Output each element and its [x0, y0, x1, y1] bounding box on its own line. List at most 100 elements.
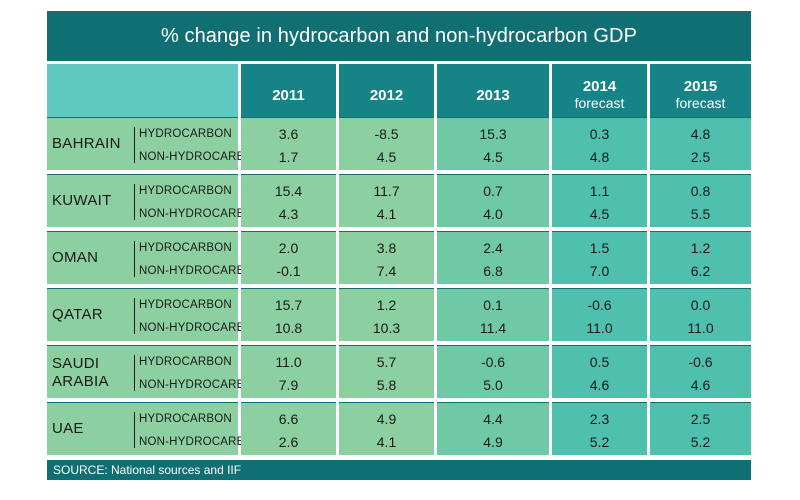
hydrocarbon-value: -0.6 — [437, 354, 549, 370]
value-cell-2015: 2.5 5.2 — [650, 402, 751, 455]
non-hydrocarbon-value: 4.6 — [552, 377, 647, 393]
country-name: UAE — [52, 420, 84, 438]
non-hydrocarbon-value: 4.6 — [650, 377, 751, 393]
non-hydrocarbon-value: -0.1 — [241, 263, 336, 279]
hydrocarbon-value: 1.2 — [650, 240, 751, 256]
non-hydrocarbon-value: 5.2 — [650, 434, 751, 450]
value-cell-2012: 5.7 5.8 — [339, 345, 434, 398]
hydrocarbon-value: 1.1 — [552, 183, 647, 199]
non-hydrocarbon-value: 4.5 — [552, 206, 647, 222]
country-label-cell: OMAN HYDROCARBON NON-HYDROCARBON — [47, 231, 238, 284]
country-name-line: SAUDI — [52, 355, 109, 373]
value-cell-2014: 2.3 5.2 — [552, 402, 647, 455]
country-name-line: BAHRAIN — [52, 135, 121, 153]
non-hydrocarbon-value: 4.3 — [241, 206, 336, 222]
source-note: SOURCE: National sources and IIF — [47, 460, 751, 480]
hydrocarbon-value: 2.3 — [552, 411, 647, 427]
non-hydrocarbon-value: 1.7 — [241, 149, 336, 165]
column-year: 2014 — [583, 78, 616, 95]
non-hydrocarbon-value: 5.5 — [650, 206, 751, 222]
non-hydrocarbon-value: 11.0 — [552, 320, 647, 336]
value-cell-2013: 2.4 6.8 — [437, 231, 549, 284]
hydrocarbon-value: 0.8 — [650, 183, 751, 199]
value-cell-2012: 11.7 4.1 — [339, 174, 434, 227]
column-year: 2013 — [476, 87, 509, 104]
non-hydrocarbon-value: 4.8 — [552, 149, 647, 165]
non-hydrocarbon-value: 5.2 — [552, 434, 647, 450]
column-note: forecast — [676, 95, 726, 112]
value-cell-2013: 15.3 4.5 — [437, 117, 549, 170]
chart-title: % change in hydrocarbon and non-hydrocar… — [47, 11, 751, 61]
hydrocarbon-value: 15.3 — [437, 126, 549, 142]
row-label: HYDROCARBON — [139, 355, 232, 369]
country-name: QATAR — [52, 306, 103, 324]
country-label-cell: SAUDI ARABIA HYDROCARBON NON-HYDROCARBON — [47, 345, 238, 398]
hydrocarbon-value: -0.6 — [552, 297, 647, 313]
hydrocarbon-value: 0.5 — [552, 354, 647, 370]
non-hydrocarbon-value: 4.0 — [437, 206, 549, 222]
value-cell-2012: 3.8 7.4 — [339, 231, 434, 284]
hydrocarbon-value: 3.6 — [241, 126, 336, 142]
non-hydrocarbon-value: 6.2 — [650, 263, 751, 279]
country-group: UAE HYDROCARBON NON-HYDROCARBON 6.6 2.6 4.9 4.… — [47, 402, 751, 455]
non-hydrocarbon-value: 2.5 — [650, 149, 751, 165]
row-label: HYDROCARBON — [139, 127, 232, 141]
country-name: OMAN — [52, 249, 98, 267]
value-cell-2011: 3.6 1.7 — [241, 117, 336, 170]
non-hydrocarbon-value: 2.6 — [241, 434, 336, 450]
bracket-line — [134, 412, 135, 448]
column-year: 2012 — [370, 87, 403, 104]
country-name: SAUDI ARABIA — [52, 355, 109, 391]
hydrocarbon-value: 1.2 — [339, 297, 434, 313]
hydrocarbon-value: 0.0 — [650, 297, 751, 313]
value-cell-2014: 1.5 7.0 — [552, 231, 647, 284]
non-hydrocarbon-value: 4.9 — [437, 434, 549, 450]
country-name: KUWAIT — [52, 192, 112, 210]
non-hydrocarbon-value: 7.0 — [552, 263, 647, 279]
bracket-line — [134, 127, 135, 163]
country-label-cell: QATAR HYDROCARBON NON-HYDROCARBON — [47, 288, 238, 341]
hydrocarbon-value: 0.7 — [437, 183, 549, 199]
hydrocarbon-value: 4.9 — [339, 411, 434, 427]
non-hydrocarbon-value: 4.1 — [339, 434, 434, 450]
value-cell-2015: 0.8 5.5 — [650, 174, 751, 227]
value-cell-2011: 2.0 -0.1 — [241, 231, 336, 284]
value-cell-2013: 0.1 11.4 — [437, 288, 549, 341]
hydrocarbon-value: 6.6 — [241, 411, 336, 427]
hydrocarbon-value: 3.8 — [339, 240, 434, 256]
country-name-line: QATAR — [52, 306, 103, 324]
value-cell-2014: -0.6 11.0 — [552, 288, 647, 341]
column-note: forecast — [575, 95, 625, 112]
row-label: HYDROCARBON — [139, 241, 232, 255]
value-cell-2011: 11.0 7.9 — [241, 345, 336, 398]
hydrocarbon-value: 11.0 — [241, 354, 336, 370]
value-cell-2014: 0.5 4.6 — [552, 345, 647, 398]
value-cell-2011: 15.4 4.3 — [241, 174, 336, 227]
non-hydrocarbon-value: 11.4 — [437, 320, 549, 336]
value-cell-2012: 4.9 4.1 — [339, 402, 434, 455]
value-cell-2013: 0.7 4.0 — [437, 174, 549, 227]
hydrocarbon-value: 11.7 — [339, 183, 434, 199]
hydrocarbon-value: 0.3 — [552, 126, 647, 142]
hydrocarbon-value: 0.1 — [437, 297, 549, 313]
value-cell-2015: 0.0 11.0 — [650, 288, 751, 341]
non-hydrocarbon-value: 4.5 — [339, 149, 434, 165]
non-hydrocarbon-value: 7.4 — [339, 263, 434, 279]
country-label-cell: BAHRAIN HYDROCARBON NON-HYDROCARBON — [47, 117, 238, 170]
country-name-line: ARABIA — [52, 373, 109, 391]
value-cell-2015: -0.6 4.6 — [650, 345, 751, 398]
hydrocarbon-value: 4.4 — [437, 411, 549, 427]
value-cell-2012: -8.5 4.5 — [339, 117, 434, 170]
value-cell-2011: 15.7 10.8 — [241, 288, 336, 341]
bracket-line — [134, 241, 135, 277]
hydrocarbon-value: 15.7 — [241, 297, 336, 313]
country-name: BAHRAIN — [52, 135, 121, 153]
row-label: HYDROCARBON — [139, 184, 232, 198]
value-cell-2014: 1.1 4.5 — [552, 174, 647, 227]
hydrocarbon-value: 2.4 — [437, 240, 549, 256]
hydrocarbon-value: -8.5 — [339, 126, 434, 142]
country-label-cell: KUWAIT HYDROCARBON NON-HYDROCARBON — [47, 174, 238, 227]
non-hydrocarbon-value: 5.8 — [339, 377, 434, 393]
value-cell-2014: 0.3 4.8 — [552, 117, 647, 170]
non-hydrocarbon-value: 10.3 — [339, 320, 434, 336]
